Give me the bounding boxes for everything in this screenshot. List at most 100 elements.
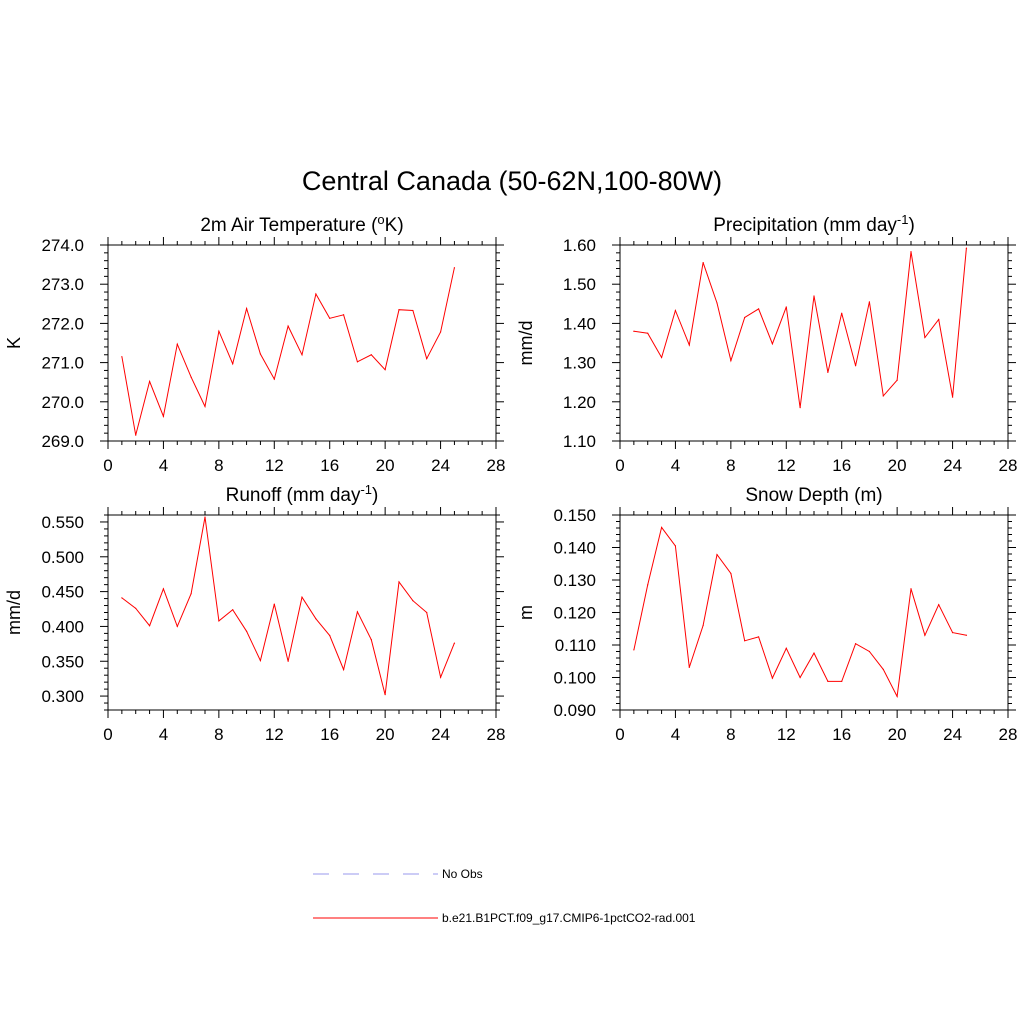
- data-point: [910, 588, 912, 590]
- data-point: [204, 516, 206, 518]
- x-tick-label: 20: [376, 456, 395, 475]
- series-line: [121, 517, 455, 695]
- data-point: [398, 581, 400, 583]
- data-point: [910, 251, 912, 253]
- data-point: [702, 624, 704, 627]
- panel-title-main: 2m Air Temperature (: [200, 215, 378, 236]
- series-line: [121, 267, 455, 436]
- data-point: [647, 332, 649, 334]
- series-line: [633, 526, 967, 699]
- panel-1: 2m Air Temperature (oK) K 0 4 8 12 16 20 24 28 269…: [4, 212, 505, 475]
- data-point: [799, 676, 801, 679]
- data-point: [453, 267, 456, 269]
- plot-frame: [619, 514, 1009, 711]
- legend-label-2: b.e21.B1PCT.f09_g17.CMIP6-1pctCO2-rad.00…: [442, 911, 696, 925]
- data-point: [730, 572, 732, 575]
- data-point: [426, 611, 428, 614]
- data-point: [882, 395, 884, 397]
- data-point: [757, 636, 760, 638]
- plot-frame: [107, 244, 497, 442]
- y-tick-label: 270.0: [41, 393, 84, 412]
- data-point: [135, 434, 137, 436]
- data-point: [439, 676, 442, 678]
- y-tick-label: 272.0: [41, 314, 84, 333]
- data-point: [439, 331, 442, 333]
- x-tick-label: 8: [726, 725, 735, 744]
- panel-title-tail: ): [372, 485, 378, 506]
- data-point: [426, 358, 428, 360]
- data-point: [398, 309, 400, 311]
- data-point: [757, 308, 760, 310]
- data-point: [854, 365, 857, 367]
- data-point: [356, 611, 359, 613]
- x-tick-label: 4: [671, 456, 680, 475]
- data-point: [785, 306, 787, 308]
- data-point: [259, 659, 262, 662]
- y-tick-label: 0.140: [553, 539, 596, 558]
- data-point: [744, 640, 746, 642]
- data-point: [384, 369, 386, 371]
- data-point: [232, 363, 234, 365]
- y-tick-label: 0.400: [41, 617, 84, 636]
- y-tick-label: 274.0: [41, 236, 84, 255]
- data-point: [965, 247, 968, 249]
- data-point: [370, 639, 372, 641]
- x-tick-label: 28: [487, 456, 506, 475]
- panels-group: 2m Air Temperature (oK) K 0 4 8 12 16 20 24 28 269…: [4, 212, 1017, 744]
- data-point: [771, 343, 774, 345]
- data-point: [218, 330, 220, 332]
- x-tick-label: 24: [943, 725, 962, 744]
- data-point: [342, 314, 345, 316]
- data-point: [176, 625, 178, 628]
- panel-title-tail: ): [908, 215, 914, 236]
- x-tick-label: 4: [671, 725, 680, 744]
- data-point: [660, 526, 663, 528]
- panel-title-main: Snow Depth (m): [745, 485, 882, 506]
- data-point: [647, 584, 649, 586]
- data-point: [813, 295, 815, 297]
- data-point: [342, 669, 345, 671]
- y-tick-label: 0.130: [553, 571, 596, 590]
- data-point: [301, 596, 303, 598]
- legend-label-1: No Obs: [442, 867, 483, 881]
- panel-title: Snow Depth (m): [745, 485, 882, 506]
- y-tick-label: 0.300: [41, 687, 84, 706]
- data-point: [190, 376, 192, 378]
- data-point: [896, 695, 898, 697]
- data-point: [924, 634, 926, 636]
- panel-title-main: Runoff (mm day: [226, 485, 361, 506]
- x-tick-label: 0: [615, 456, 624, 475]
- plot-frame: [619, 244, 1009, 442]
- data-point: [218, 620, 220, 622]
- data-point: [633, 330, 635, 332]
- series-line: [633, 248, 967, 408]
- data-point: [301, 354, 303, 356]
- data-point: [785, 647, 787, 649]
- plot-frame: [107, 514, 497, 711]
- y-axis-label: m: [516, 605, 536, 620]
- y-tick-label: 1.60: [563, 236, 596, 255]
- y-axis-label: mm/d: [516, 321, 536, 366]
- data-point: [121, 597, 123, 599]
- x-tick-label: 0: [615, 725, 624, 744]
- data-point: [190, 593, 192, 595]
- x-tick-label: 12: [777, 725, 796, 744]
- panel-title: Precipitation (mm day-1): [713, 212, 915, 236]
- data-point: [162, 588, 165, 590]
- data-point: [965, 634, 968, 636]
- data-point: [245, 307, 248, 310]
- x-tick-label: 24: [943, 456, 962, 475]
- data-point: [951, 632, 954, 634]
- data-point: [827, 371, 829, 373]
- data-point: [273, 603, 275, 605]
- data-point: [135, 607, 137, 609]
- data-point: [896, 379, 898, 381]
- y-tick-label: 1.10: [563, 432, 596, 451]
- x-tick-label: 28: [999, 456, 1018, 475]
- data-point: [370, 354, 372, 356]
- x-tick-label: 20: [376, 725, 395, 744]
- data-point: [204, 405, 206, 408]
- x-tick-label: 12: [265, 456, 284, 475]
- data-point: [162, 415, 165, 417]
